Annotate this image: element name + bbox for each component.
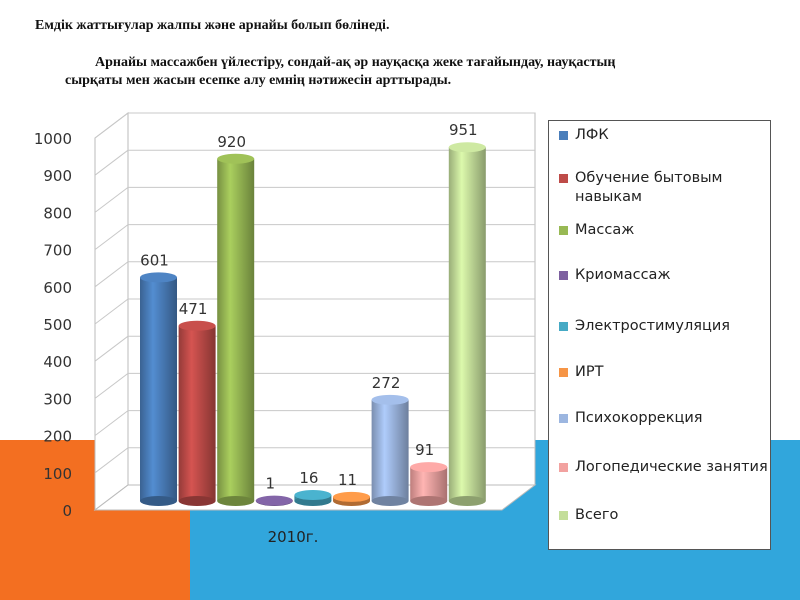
y-tick-label: 1000 xyxy=(34,130,72,148)
gridline-side xyxy=(94,112,129,139)
y-tick-label: 0 xyxy=(62,502,72,520)
y-tick-label: 700 xyxy=(43,242,72,260)
gridline-side xyxy=(94,261,129,288)
y-tick-label: 400 xyxy=(43,353,72,371)
legend-item: Массаж xyxy=(559,221,769,240)
bar-top-8 xyxy=(410,462,448,473)
legend-label: ЛФК xyxy=(575,127,609,143)
y-tick-label: 900 xyxy=(43,167,72,185)
bar-8 xyxy=(410,467,448,501)
legend-swatch xyxy=(559,368,568,377)
data-label-3: 920 xyxy=(217,133,246,151)
y-tick-label: 800 xyxy=(43,204,72,222)
data-label-1: 601 xyxy=(140,251,169,269)
bar-top-5 xyxy=(294,490,332,501)
paragraph-line-2: сырқаты мен жасын есепке алу емнің нәтиж… xyxy=(65,73,452,88)
gridline-side xyxy=(94,149,129,176)
legend-label: Обучение бытовым навыкам xyxy=(575,170,723,205)
data-label-9: 951 xyxy=(449,121,478,139)
gridline-side xyxy=(94,373,129,399)
bar-top-1 xyxy=(140,272,177,283)
gridline-side xyxy=(94,298,129,325)
bar-top-6 xyxy=(333,491,370,502)
legend-item: ЛФК xyxy=(559,126,769,145)
y-tick-label: 300 xyxy=(43,390,72,408)
data-label-5: 16 xyxy=(299,469,318,487)
bar-top-3 xyxy=(217,153,255,164)
y-tick-label: 100 xyxy=(43,465,72,483)
gridline-side xyxy=(94,447,129,474)
legend-item: Криомассаж xyxy=(559,266,769,285)
legend-swatch xyxy=(559,271,568,280)
x-tick-label: 2010г. xyxy=(268,528,319,546)
y-tick-label: 600 xyxy=(43,279,72,297)
legend-swatch xyxy=(559,226,568,235)
bar-top-7 xyxy=(371,394,409,405)
legend-swatch xyxy=(559,322,568,331)
bar-top-9 xyxy=(448,142,486,153)
legend-label: Массаж xyxy=(575,222,635,238)
bar-base-9 xyxy=(448,496,486,506)
bar-base-1 xyxy=(140,496,177,506)
bar-1 xyxy=(140,277,177,501)
bar-base-8 xyxy=(410,496,448,506)
legend-item: Обучение бытовым навыкам xyxy=(559,169,769,207)
bar-base-7 xyxy=(371,496,409,506)
bar-9 xyxy=(448,147,486,501)
bar-top-2 xyxy=(178,320,216,331)
legend-label: Всего xyxy=(575,507,619,523)
bar-7 xyxy=(371,399,409,501)
bar-base-2 xyxy=(178,496,216,506)
gridline-side xyxy=(94,224,129,250)
gridline-side xyxy=(94,187,129,213)
legend-label: Криомассаж xyxy=(575,267,671,283)
data-label-8: 91 xyxy=(415,441,434,459)
y-tick-label: 500 xyxy=(43,316,72,334)
legend-swatch xyxy=(559,174,568,183)
legend-label: ИРТ xyxy=(575,364,604,380)
legend-item: Всего xyxy=(559,506,769,525)
legend-swatch xyxy=(559,414,568,423)
data-label-6: 11 xyxy=(338,471,357,489)
legend-label: Логопедические занятия xyxy=(575,459,768,475)
legend-swatch xyxy=(559,463,568,472)
data-label-2: 471 xyxy=(179,300,208,318)
paragraph-line-1: Арнайы массажбен үйлестіру, сондай-ақ әр… xyxy=(95,55,616,70)
gridline-side xyxy=(94,410,129,436)
legend-swatch xyxy=(559,511,568,520)
bar-chart: 0 100 200 300 400 500 600 700 800 900 1000 601 471 92… xyxy=(34,111,537,546)
legend-label: Психокоррекция xyxy=(575,410,703,426)
legend-swatch xyxy=(559,131,568,140)
legend-item: ИРТ xyxy=(559,363,769,382)
data-label-7: 272 xyxy=(372,374,401,392)
data-label-4: 1 xyxy=(266,475,276,493)
y-tick-label: 200 xyxy=(43,428,72,446)
bar-base-3 xyxy=(217,496,255,506)
heading-line: Емдік жаттығулар жалпы және арнайы болып… xyxy=(35,18,390,33)
bar-2 xyxy=(178,325,216,501)
legend-item: Электростимуляция xyxy=(559,317,769,336)
bar-top-4 xyxy=(255,495,293,506)
legend-label: Электростимуляция xyxy=(575,318,730,334)
legend-item: Психокоррекция xyxy=(559,409,769,428)
legend-item: Логопедические занятия xyxy=(559,458,769,477)
gridline-side xyxy=(94,335,129,362)
bar-3 xyxy=(217,158,255,501)
chart-legend: ЛФК Обучение бытовым навыкам Массаж Криомас… xyxy=(548,120,771,550)
